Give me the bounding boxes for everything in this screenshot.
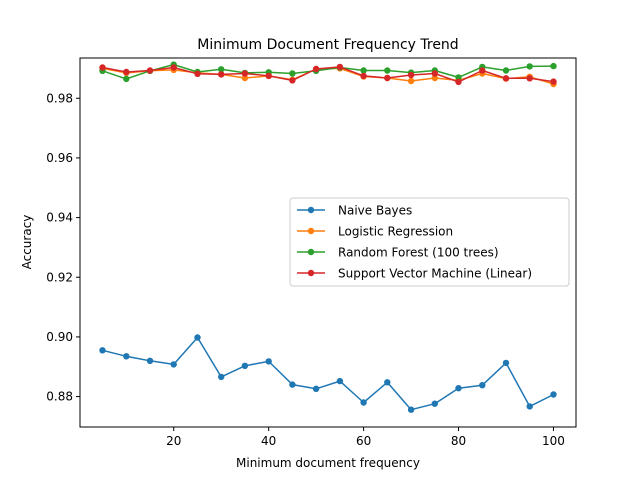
legend-label: Support Vector Machine (Linear) bbox=[338, 267, 532, 281]
plot-area-frame bbox=[79, 57, 577, 428]
legend-label: Naive Bayes bbox=[338, 204, 412, 218]
series-line bbox=[102, 66, 554, 83]
data-point bbox=[123, 75, 130, 83]
data-point bbox=[336, 63, 344, 71]
series-naive-bayes bbox=[99, 334, 557, 413]
y-axis-label: Accuracy bbox=[20, 215, 34, 270]
data-point bbox=[479, 67, 486, 74]
y-tick-label: 0.98 bbox=[46, 91, 73, 105]
data-point bbox=[123, 68, 130, 76]
data-point bbox=[218, 66, 225, 73]
data-point bbox=[194, 70, 201, 78]
data-point bbox=[407, 406, 415, 413]
data-point bbox=[550, 391, 557, 398]
data-point bbox=[241, 70, 249, 77]
data-point bbox=[526, 75, 533, 82]
x-tick-label: 60 bbox=[356, 434, 371, 448]
data-point bbox=[146, 67, 154, 74]
y-tick-label: 0.96 bbox=[46, 151, 73, 165]
data-point bbox=[265, 358, 272, 365]
legend-box bbox=[289, 197, 570, 287]
legend-label: Logistic Regression bbox=[338, 225, 453, 239]
legend-entry: Random Forest (100 trees) bbox=[297, 246, 499, 260]
y-tick-label: 0.90 bbox=[46, 330, 73, 344]
data-point bbox=[241, 74, 249, 82]
data-point bbox=[360, 399, 367, 406]
y-tick-label: 0.94 bbox=[46, 211, 73, 225]
data-point bbox=[526, 403, 533, 410]
legend: Naive Bayes Logistic Regression Random For… bbox=[289, 197, 570, 287]
data-point bbox=[289, 77, 296, 84]
data-point bbox=[289, 70, 296, 77]
data-point bbox=[526, 63, 533, 70]
data-point bbox=[312, 385, 320, 392]
data-point bbox=[360, 72, 367, 80]
series-line bbox=[102, 336, 554, 411]
data-point bbox=[431, 74, 438, 82]
data-point bbox=[455, 74, 462, 81]
data-point bbox=[550, 78, 557, 85]
legend-entry: Logistic Regression bbox=[297, 225, 453, 239]
data-point bbox=[455, 385, 462, 392]
data-point bbox=[431, 70, 438, 77]
data-point bbox=[146, 357, 154, 364]
x-tick-label: 100 bbox=[542, 434, 565, 448]
x-tick-label: 20 bbox=[166, 434, 181, 448]
legend-marker bbox=[307, 206, 315, 214]
data-point bbox=[502, 75, 510, 82]
y-axis-ticks: 0.88 0.90 0.92 0.94 0.96 0.98 bbox=[46, 91, 80, 404]
data-point bbox=[384, 379, 391, 386]
data-point bbox=[170, 64, 177, 71]
data-point bbox=[312, 65, 320, 73]
data-point bbox=[502, 67, 510, 74]
data-point bbox=[384, 74, 391, 82]
data-point bbox=[336, 377, 344, 385]
series-line bbox=[102, 63, 554, 80]
data-point bbox=[360, 67, 367, 74]
data-point bbox=[123, 353, 130, 360]
x-tick-label: 80 bbox=[451, 434, 466, 448]
data-point bbox=[384, 67, 391, 74]
data-point bbox=[407, 77, 415, 85]
data-point bbox=[550, 62, 557, 70]
legend-marker bbox=[307, 227, 315, 235]
legend-marker bbox=[307, 248, 315, 256]
data-point bbox=[170, 361, 177, 368]
data-point bbox=[265, 72, 272, 80]
data-point bbox=[241, 362, 249, 369]
x-axis-label: Minimum document frequency bbox=[236, 456, 420, 470]
data-point bbox=[455, 78, 462, 86]
data-point bbox=[502, 359, 510, 367]
data-point bbox=[431, 400, 438, 407]
data-point bbox=[194, 334, 201, 341]
chart-title: Minimum Document Frequency Trend bbox=[197, 37, 458, 53]
data-point bbox=[218, 373, 225, 381]
legend-marker bbox=[307, 269, 315, 277]
data-point bbox=[289, 381, 296, 388]
x-axis-ticks: 20 40 60 80 100 bbox=[166, 427, 565, 448]
series-support-vector-machine-linear bbox=[99, 63, 557, 86]
data-point bbox=[479, 382, 486, 389]
y-tick-label: 0.92 bbox=[46, 270, 73, 284]
data-point bbox=[99, 64, 106, 71]
x-tick-label: 40 bbox=[261, 434, 276, 448]
data-point bbox=[99, 347, 106, 354]
legend-label: Random Forest (100 trees) bbox=[338, 246, 499, 260]
data-point bbox=[218, 71, 225, 78]
legend-entry: Naive Bayes bbox=[297, 204, 412, 218]
series-layer bbox=[99, 61, 557, 413]
data-point bbox=[407, 71, 415, 79]
y-tick-label: 0.88 bbox=[46, 390, 73, 404]
legend-entry: Support Vector Machine (Linear) bbox=[297, 267, 532, 281]
